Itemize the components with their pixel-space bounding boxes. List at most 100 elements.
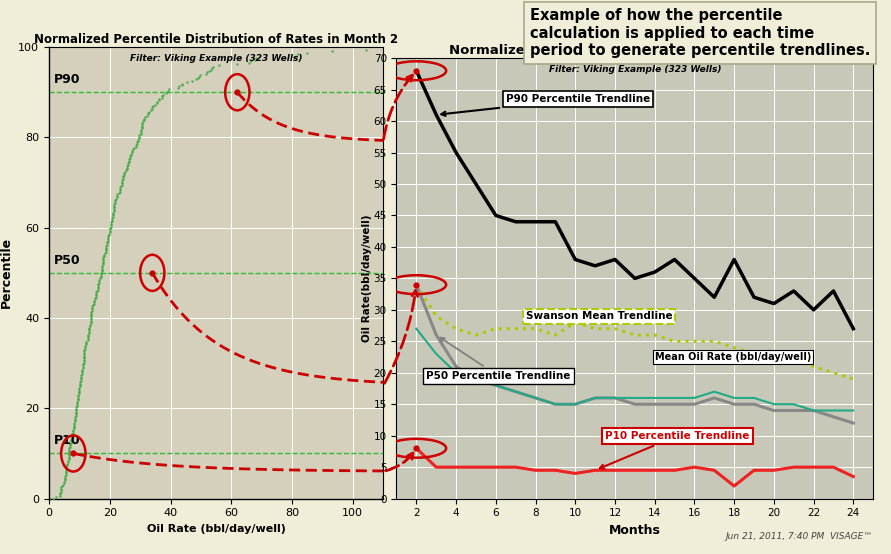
Text: Filter: Viking Example (323 Wells): Filter: Viking Example (323 Wells) xyxy=(130,54,302,63)
Point xyxy=(171,83,185,92)
Point xyxy=(144,106,159,115)
Point xyxy=(77,358,91,367)
Point xyxy=(58,472,72,481)
Point xyxy=(85,307,99,316)
Point xyxy=(127,143,142,152)
Text: P10: P10 xyxy=(53,434,80,448)
Point xyxy=(132,132,146,141)
Point xyxy=(54,483,69,492)
Point xyxy=(96,253,110,262)
Point xyxy=(142,109,156,117)
Point xyxy=(248,55,262,64)
Point xyxy=(131,137,145,146)
Point xyxy=(121,159,135,168)
Point xyxy=(69,399,84,408)
Point xyxy=(77,354,91,363)
Point xyxy=(59,465,73,474)
Point xyxy=(201,66,216,75)
Point xyxy=(206,62,220,71)
Point xyxy=(65,430,79,439)
Point xyxy=(100,240,114,249)
Point xyxy=(64,434,78,443)
Point xyxy=(53,491,67,500)
Point xyxy=(99,243,113,252)
Point xyxy=(200,68,215,77)
Point xyxy=(192,72,206,81)
Point xyxy=(84,316,98,325)
Point xyxy=(65,431,79,440)
Point xyxy=(95,263,110,271)
Point xyxy=(69,409,83,418)
Point xyxy=(135,119,149,127)
Point xyxy=(69,400,84,409)
Point xyxy=(75,370,89,378)
Point xyxy=(74,375,88,384)
Point xyxy=(105,212,119,221)
Point xyxy=(72,386,86,395)
Point xyxy=(89,289,103,298)
Point xyxy=(148,100,162,109)
Point xyxy=(103,224,118,233)
Point xyxy=(134,128,148,137)
Point xyxy=(145,103,159,112)
Point xyxy=(94,265,109,274)
Point xyxy=(69,410,83,419)
Point xyxy=(122,156,136,165)
Point xyxy=(105,211,119,220)
Point xyxy=(76,360,90,368)
Point xyxy=(79,338,94,347)
Point xyxy=(62,445,77,454)
Point xyxy=(122,155,136,163)
Point xyxy=(189,75,203,84)
Point xyxy=(82,323,96,332)
Point xyxy=(115,177,129,186)
Point xyxy=(114,182,128,191)
Point xyxy=(58,475,72,484)
Point xyxy=(93,275,107,284)
Point xyxy=(95,261,110,270)
Point xyxy=(66,427,80,436)
Point xyxy=(104,220,119,229)
Point xyxy=(75,365,89,374)
Point xyxy=(70,396,85,405)
Point xyxy=(84,312,98,321)
Point xyxy=(106,208,120,217)
Point xyxy=(135,120,149,129)
Point xyxy=(143,107,157,116)
Point xyxy=(110,190,124,199)
Point xyxy=(102,227,117,235)
Point xyxy=(119,166,133,175)
Point xyxy=(107,204,121,213)
Point xyxy=(81,330,95,339)
Point xyxy=(71,389,86,398)
Point xyxy=(58,476,72,485)
Point xyxy=(91,283,105,291)
Point xyxy=(105,214,119,223)
Point xyxy=(59,468,73,476)
Point xyxy=(99,242,113,250)
Point xyxy=(55,480,69,489)
Point xyxy=(102,232,116,241)
Point xyxy=(84,315,98,324)
Point xyxy=(107,201,121,210)
Point xyxy=(75,367,89,376)
Point xyxy=(66,425,80,434)
Point xyxy=(385,43,399,52)
Point xyxy=(141,110,155,119)
Point xyxy=(71,393,86,402)
Point xyxy=(137,114,151,123)
Point xyxy=(99,246,113,255)
Point xyxy=(151,98,165,106)
Point xyxy=(83,320,97,329)
Point xyxy=(131,135,145,144)
Point xyxy=(175,79,189,88)
Point xyxy=(105,215,119,224)
Point xyxy=(290,51,304,60)
Point xyxy=(126,145,140,154)
Point xyxy=(121,161,135,170)
Point xyxy=(123,153,137,162)
Point xyxy=(130,138,144,147)
Point xyxy=(71,392,86,401)
Point xyxy=(89,293,103,301)
Point xyxy=(53,484,68,493)
